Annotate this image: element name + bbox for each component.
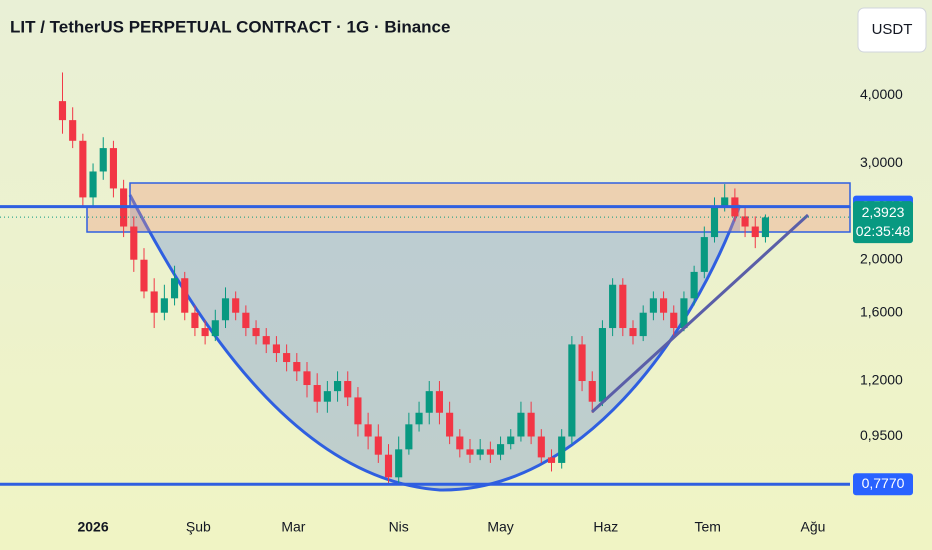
candle-body [323,391,331,402]
y-tick-label: 1,2000 [860,372,903,388]
currency-button[interactable] [857,7,927,53]
candle-body [425,391,433,413]
candle-body [517,412,525,437]
x-tick-label: Ağu [801,519,826,535]
candle-body [629,328,637,337]
candle-body [211,320,219,337]
candle-body [140,259,148,292]
candle-body [558,436,566,463]
candle-body [232,298,240,313]
candle-body [456,436,464,450]
candle-body [181,278,189,313]
chart-title: LIT / TetherUS PERPETUAL CONTRACT · 1G ·… [10,17,450,36]
candle-body [537,436,545,458]
cup-fill [130,195,740,491]
y-tick-label: 1,6000 [860,303,903,319]
candle-body [160,298,168,313]
candle-body [109,148,117,189]
candle-body [69,120,77,141]
candle-body [354,397,362,425]
candle-body [283,353,291,363]
candle-body [466,449,474,455]
candle-body [313,385,321,402]
candle-body [344,381,352,398]
candle-body [680,298,688,329]
candle-body [242,312,250,329]
candle-body [435,391,443,413]
resistance-box [86,206,851,233]
candle-body [609,284,617,329]
resistance-box [129,182,851,208]
candle-body [384,454,393,478]
candle-body [150,291,158,313]
candle-body [191,312,199,329]
candle-body [476,449,484,455]
cup-curve [128,194,742,492]
x-tick-label: Tem [694,519,720,535]
candle-body [395,449,403,478]
candle-body [741,216,749,227]
candle-body [761,217,770,238]
candle-body [547,457,556,463]
countdown-label: 02:35:48 [856,223,911,239]
currency-label[interactable]: USDT [872,21,913,38]
candle-body [721,197,729,207]
x-tick-label: 2026 [77,519,108,535]
candle-body [588,381,596,402]
candle-body [170,278,179,299]
candle-body [221,298,230,321]
candle-body [364,424,372,437]
candle-body [659,298,668,313]
candle-body [415,412,423,425]
candle-body [252,328,260,337]
x-tick-label: Mar [281,519,305,535]
x-tick-label: Şub [186,519,211,535]
last-price-box [853,201,913,244]
candle-body [446,412,454,437]
candle-body [99,148,107,172]
price-label-box [853,473,913,496]
candle-body [303,371,311,386]
candle-body [690,271,698,299]
candle-body [710,206,719,238]
candle-body [639,312,647,337]
candle-body [486,449,494,455]
y-tick-label: 0,9500 [860,427,903,443]
candle-body [405,424,413,450]
trend-line [590,213,810,414]
candle-body [496,444,505,455]
candle-body [598,328,607,402]
candle-body [700,237,708,272]
candle-body [58,101,67,121]
candle-body [670,312,678,329]
y-tick-label: 3,0000 [860,154,903,170]
last-price-label: 2,3923 [862,204,905,220]
candle-body [89,171,97,198]
candle-body [507,436,515,445]
candle-body [293,362,301,372]
x-tick-label: Haz [593,519,618,535]
candle-body [272,344,280,354]
candle-body [262,336,270,345]
candle-body [333,381,342,392]
candle-body [578,344,586,382]
candle-body [527,412,535,437]
candle-body [649,298,657,313]
candle-body [619,284,627,329]
x-tick-label: Nis [389,519,409,535]
y-tick-label: 2,0000 [860,250,903,266]
candle-body [374,436,382,455]
candle-body [201,328,209,337]
candle-body [130,226,138,260]
y-tick-label: 4,0000 [860,86,903,102]
candle-body [568,344,576,437]
x-tick-label: May [487,519,513,535]
candle-body [751,226,759,238]
price-label: 0,7770 [862,475,905,491]
candle-body [79,140,87,198]
